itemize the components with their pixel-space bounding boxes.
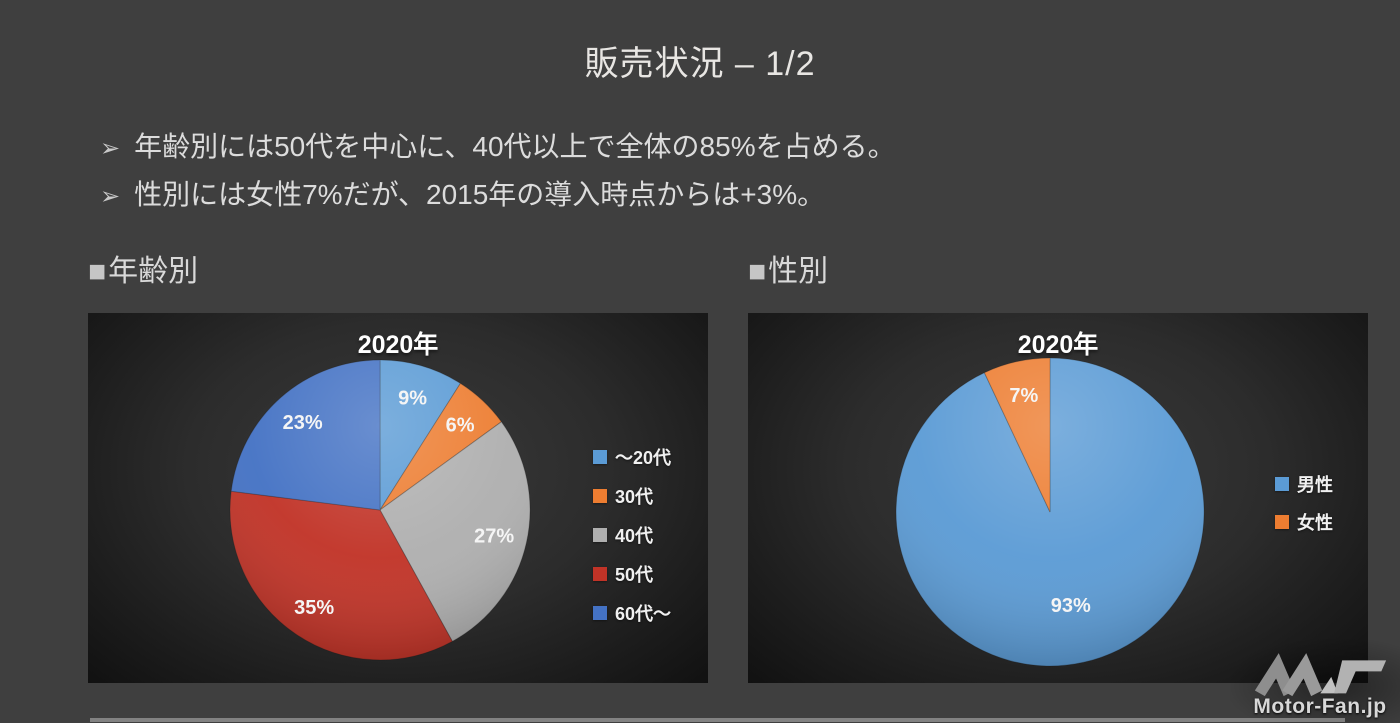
- age-chart-panel: 2020年 9% 6% 27% 35% 23% ～20代 30代 40代 50代 60代～: [88, 313, 708, 683]
- gender-chart-panel: 2020年 93% 7% 男性女性: [748, 313, 1368, 683]
- watermark-text: Motor-Fan.jp: [1253, 695, 1387, 718]
- pie-data-label: 7%: [1009, 385, 1038, 407]
- pie-data-label: 9%: [398, 388, 427, 410]
- legend-item: 60代～: [593, 593, 671, 632]
- age-pie-chart: 9% 6% 27% 35% 23%: [229, 359, 531, 661]
- section-heading-gender: ■性別: [748, 246, 828, 290]
- pie-data-label: 23%: [283, 412, 323, 434]
- section-label: 性別: [768, 255, 829, 288]
- legend-item: 女性: [1275, 503, 1333, 541]
- legend-item: 30代: [593, 476, 671, 515]
- bottom-edge-strip: [90, 718, 1345, 722]
- bullet-text: 性別には女性7%だが、2015年の導入時点からは+3%。: [134, 179, 826, 210]
- pie-data-label: 6%: [446, 415, 475, 437]
- pie-sheen-overlay: [896, 358, 1204, 666]
- pie-sheen-overlay: [230, 360, 530, 660]
- gender-pie-chart: 93% 7%: [895, 357, 1205, 667]
- bullet-list: ➢ 年齢別には50代を中心に、40代以上で全体の85%を占める。 ➢ 性別には女性7…: [100, 124, 896, 220]
- watermark: Motor-Fan.jp: [1230, 639, 1400, 723]
- legend-item: ～20代: [593, 437, 671, 476]
- legend-swatch-icon: [593, 449, 607, 464]
- gender-chart-legend: 男性 女性: [1275, 465, 1333, 541]
- section-heading-age: ■年齢別: [88, 246, 198, 290]
- legend-label: 40代: [615, 525, 654, 546]
- legend-item: 50代: [593, 554, 671, 593]
- legend-label: ～20代: [615, 447, 672, 468]
- legend-swatch-icon: [593, 527, 607, 542]
- legend-swatch-icon: [1275, 477, 1289, 491]
- pie-data-label: 93%: [1051, 595, 1091, 617]
- arrow-bullet-icon: ➢: [100, 135, 121, 162]
- legend-swatch-icon: [593, 605, 607, 620]
- legend-label: 女性: [1297, 513, 1333, 533]
- legend-swatch-icon: [593, 566, 607, 581]
- page-title: 販売状況 – 1/2: [584, 45, 816, 83]
- chart-title: 2020年: [1017, 331, 1099, 359]
- bullet-text: 年齢別には50代を中心に、40代以上で全体の85%を占める。: [134, 131, 896, 162]
- legend-swatch-icon: [593, 488, 607, 503]
- square-bullet-icon: ■: [88, 255, 107, 288]
- pie-data-label: 35%: [294, 597, 334, 619]
- square-bullet-icon: ■: [748, 255, 767, 288]
- pie-data-label: 27%: [474, 526, 514, 548]
- legend-label: 50代: [615, 564, 654, 585]
- section-label: 年齢別: [108, 255, 199, 288]
- arrow-bullet-icon: ➢: [100, 183, 121, 210]
- chart-title: 2020年: [357, 331, 439, 359]
- motor-fan-logo-icon: [1254, 653, 1387, 697]
- bullet-item: ➢ 性別には女性7%だが、2015年の導入時点からは+3%。: [100, 172, 896, 220]
- bullet-item: ➢ 年齢別には50代を中心に、40代以上で全体の85%を占める。: [100, 124, 896, 172]
- legend-swatch-icon: [1275, 515, 1289, 529]
- legend-item: 男性: [1275, 465, 1333, 503]
- legend-item: 40代: [593, 515, 671, 554]
- legend-label: 60代～: [615, 603, 672, 624]
- legend-label: 30代: [615, 486, 654, 507]
- legend-label: 男性: [1297, 475, 1333, 495]
- age-chart-legend: ～20代 30代 40代 50代 60代～: [593, 437, 671, 632]
